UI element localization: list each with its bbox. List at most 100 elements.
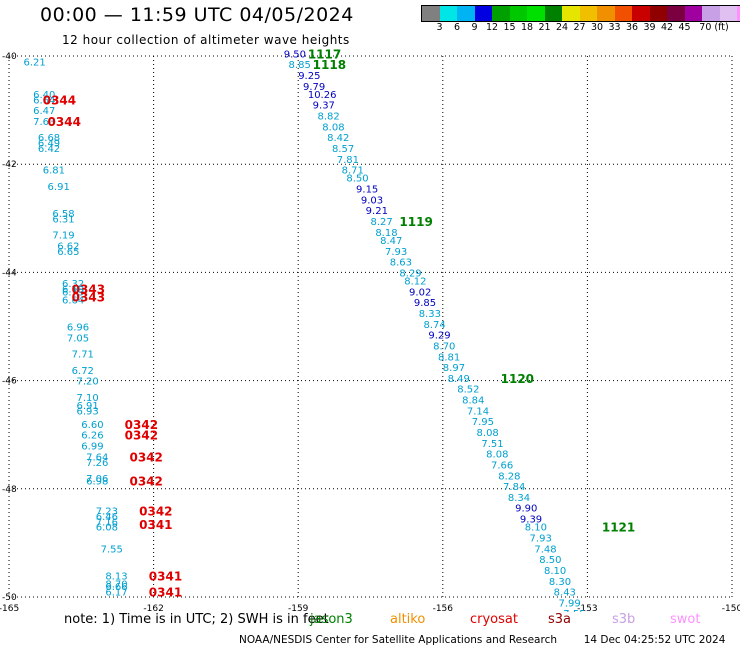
wave-height-value: 6.46 [96, 512, 118, 523]
wave-height-value: 9.50 [284, 49, 306, 60]
color-scale-label: 21 [538, 22, 551, 33]
wave-height-value: 8.52 [457, 385, 479, 396]
wave-height-value: 6.68 [38, 133, 60, 144]
color-scale-label: 33 [608, 22, 621, 33]
wave-height-value: 6.21 [23, 57, 45, 68]
map-grid [8, 55, 733, 598]
wave-height-value: 7.55 [101, 544, 123, 555]
color-swatch [597, 6, 615, 21]
wave-height-value: 7.63 [33, 117, 55, 128]
color-swatch [579, 6, 597, 21]
wave-height-value: 7.14 [467, 406, 489, 417]
wave-height-value: 8.08 [322, 122, 344, 133]
track-id-label: 0342 [125, 429, 158, 443]
color-scale-label: 27 [573, 22, 586, 33]
track-id-label: 0341 [149, 569, 182, 583]
x-axis-label: -165 [0, 604, 19, 612]
color-swatch [562, 6, 580, 21]
color-swatch [509, 6, 527, 21]
color-swatch [474, 6, 492, 21]
legend-note: note: 1) Time is in UTC; 2) SWH is in fe… [64, 612, 329, 627]
wave-height-value: 6.65 [57, 247, 79, 258]
y-axis-label: -40 [2, 52, 17, 62]
color-scale-label: 15 [503, 22, 516, 33]
wave-height-value: 8.27 [371, 217, 393, 228]
y-axis-label: -48 [2, 485, 17, 495]
wave-height-value: 8.71 [342, 166, 364, 177]
track-id-label: 0342 [125, 418, 158, 432]
track-id-label: 0344 [43, 93, 76, 107]
wave-height-value: 6.93 [76, 406, 98, 417]
wave-height-value: 8.18 [375, 228, 397, 239]
wave-height-value: 6.08 [96, 523, 118, 534]
wave-height-value: 8.57 [332, 144, 354, 155]
page-subtitle: 12 hour collection of altimeter wave hei… [62, 33, 350, 47]
wave-height-value: 7.93 [530, 533, 552, 544]
wave-height-value: 6.47 [33, 106, 55, 117]
wave-height-value: 8.49 [448, 374, 470, 385]
wave-height-value: 8.10 [544, 566, 566, 577]
wave-height-value: 8.33 [419, 309, 441, 320]
wave-height-value: 6.32 [62, 279, 84, 290]
wave-height-value: 6.91 [48, 182, 70, 193]
track-id-label: 1119 [399, 215, 432, 229]
x-axis-label: -150 [722, 604, 740, 612]
legend-satellite-altiko: altiko [390, 612, 426, 627]
track-id-label: 0344 [48, 115, 81, 129]
track-id-label: 1120 [501, 372, 534, 386]
color-scale-label: 3 [436, 22, 443, 33]
wave-height-value: 6.91 [76, 401, 98, 412]
wave-height-value: 8.42 [327, 133, 349, 144]
footer-credit: NOAA/NESDIS Center for Satellite Applica… [239, 634, 557, 646]
legend-satellite-jason3: jason3 [310, 612, 353, 627]
wave-height-observations: 6.216.406.646.477.636.686.496.426.816.91… [23, 49, 585, 612]
wave-height-value: 8.50 [346, 174, 368, 185]
wave-height-value: 9.02 [409, 287, 431, 298]
wave-height-value: 8.50 [539, 555, 561, 566]
wave-height-value: 6.72 [72, 366, 94, 377]
wave-height-value: 7.99 [558, 598, 580, 609]
legend-satellite-s3b: s3b [612, 612, 636, 627]
wave-height-value: 6.66 [105, 582, 127, 593]
color-swatch [614, 6, 632, 21]
wave-height-value: 8.43 [554, 588, 576, 599]
color-swatch [667, 6, 685, 21]
wave-height-value: 8.34 [508, 493, 530, 504]
wave-height-value: 6.19 [62, 285, 84, 296]
wave-height-value: 6.79 [62, 287, 84, 298]
wave-height-value: 8.82 [317, 112, 339, 123]
wave-height-value: 8.97 [443, 363, 465, 374]
wave-height-value: 7.48 [534, 544, 556, 555]
legend-bar: note: 1) Time is in UTC; 2) SWH is in fe… [0, 612, 740, 630]
y-axis-label: -44 [2, 268, 17, 278]
color-scale-label: 18 [520, 22, 534, 33]
wave-height-value: 6.96 [67, 323, 89, 334]
track-id-label: 0342 [130, 475, 163, 489]
color-swatch [684, 6, 702, 21]
track-id-label: 1121 [602, 521, 635, 535]
wave-height-value: 9.85 [414, 298, 436, 309]
track-id-label: 0343 [72, 291, 105, 305]
wave-height-value: 7.64 [86, 452, 108, 463]
altimeter-map: -40 -42 -44 -46 -48 -50-165 -162 -159 -156 -153 -1… [0, 47, 740, 612]
wave-height-value: 9.79 [303, 82, 325, 93]
track-id-label: 0341 [149, 586, 182, 600]
wave-height-value: 6.98 [86, 477, 108, 488]
wave-height-value: 8.10 [525, 523, 547, 534]
axis-labels: -40 -42 -44 -46 -48 -50-165 -162 -159 -156 -153 -1… [0, 52, 740, 612]
wave-height-value: 7.19 [52, 231, 74, 242]
color-swatch [702, 6, 720, 21]
wave-height-value: 7.23 [96, 506, 118, 517]
wave-height-value: 8.28 [498, 471, 520, 482]
wave-height-value: 9.37 [313, 101, 335, 112]
color-swatch [632, 6, 650, 21]
color-scale-label: 6 [453, 22, 461, 33]
color-scale-label: 70 (ft) [699, 22, 729, 33]
wave-height-value: 9.90 [515, 504, 537, 515]
legend-satellite-cryosat: cryosat [470, 612, 518, 627]
wave-height-value: 6.58 [52, 209, 74, 220]
color-scale-label: 39 [643, 22, 656, 33]
x-axis-label: -162 [143, 604, 163, 612]
wave-height-value: 8.85 [289, 60, 311, 71]
color-swatch [719, 6, 737, 21]
